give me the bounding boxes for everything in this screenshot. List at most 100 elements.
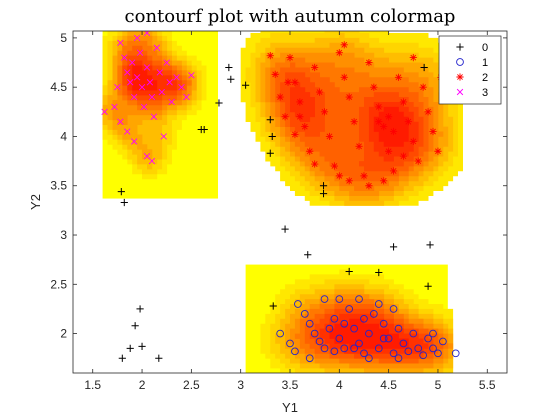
point-series-2	[301, 123, 309, 131]
point-series-1	[429, 344, 437, 353]
point-series-0	[118, 354, 126, 362]
contour-level	[373, 106, 409, 147]
point-series-1	[451, 349, 460, 358]
point-series-1	[439, 337, 447, 346]
point-series-2	[345, 177, 353, 185]
point-series-2	[370, 83, 378, 91]
x-tick-label: 2.5	[183, 378, 200, 392]
point-series-1	[276, 329, 284, 338]
point-series-2	[340, 41, 348, 49]
point-series-0	[268, 132, 276, 141]
point-series-1	[419, 351, 428, 360]
point-series-1	[399, 339, 408, 348]
point-series-3	[163, 59, 170, 66]
point-series-3	[117, 118, 124, 125]
point-series-1	[409, 329, 418, 338]
point-series-2	[306, 147, 314, 155]
y-tick-label: 3.5	[50, 179, 67, 193]
contour-fill-layer	[102, 31, 463, 373]
point-series-3	[166, 79, 173, 86]
point-series-3	[127, 79, 134, 86]
chart-title: contourf plot with autumn colormap	[125, 6, 456, 27]
point-series-3	[148, 157, 156, 165]
point-series-2	[375, 118, 383, 126]
point-series-2	[291, 78, 299, 86]
point-series-3	[146, 79, 154, 86]
point-series-3	[117, 39, 124, 47]
contour-group-2	[240, 31, 463, 206]
point-series-1	[330, 347, 339, 356]
point-series-1	[434, 349, 442, 358]
point-series-0	[138, 342, 146, 350]
point-series-0	[420, 63, 428, 72]
point-series-0	[266, 149, 274, 157]
point-series-1	[294, 300, 302, 308]
x-tick-label: 3.5	[282, 378, 299, 392]
point-series-2	[365, 182, 373, 190]
point-series-3	[168, 98, 175, 106]
point-series-1	[320, 344, 329, 353]
point-series-2	[320, 108, 329, 116]
x-tick-label: 3	[237, 378, 244, 392]
point-series-2	[404, 118, 412, 126]
point-series-1	[365, 329, 373, 338]
point-series-2	[281, 113, 289, 121]
point-series-2	[335, 49, 343, 57]
point-series-1	[305, 354, 314, 363]
point-series-2	[286, 54, 294, 62]
point-series-1	[389, 305, 398, 313]
x-axis: 1.5 2 2.5 3 3.5 4 4.5 5 5.5	[84, 31, 496, 392]
point-series-3	[148, 93, 156, 101]
point-series-3	[128, 59, 136, 66]
point-series-0	[345, 267, 353, 276]
x-tick-label: 4.5	[380, 378, 397, 392]
point-series-2	[389, 127, 398, 136]
y-tick-label: 2	[60, 327, 67, 341]
point-series-0	[225, 63, 233, 72]
point-series-2	[409, 137, 417, 145]
legend-label-3: 3	[482, 87, 488, 99]
legend: 0 1 2 3	[438, 35, 502, 105]
point-series-1	[305, 319, 314, 328]
point-series-1	[286, 339, 294, 348]
point-series-1	[389, 349, 398, 358]
point-series-2	[340, 73, 348, 81]
point-series-3	[178, 83, 185, 91]
point-series-0	[227, 75, 235, 83]
legend-label-0: 0	[482, 42, 488, 54]
point-series-3	[133, 74, 141, 81]
point-series-0	[424, 282, 432, 290]
point-series-2	[271, 70, 279, 78]
point-series-3	[111, 103, 118, 111]
point-series-2	[385, 147, 393, 155]
x-tick-label: 2	[139, 378, 146, 392]
point-series-0	[269, 302, 277, 310]
point-series-2	[419, 83, 427, 91]
point-series-1	[350, 324, 358, 333]
point-series-3	[138, 83, 146, 91]
point-series-2	[375, 103, 383, 111]
point-series-1	[394, 324, 403, 333]
point-series-2	[389, 167, 398, 175]
point-series-3	[150, 113, 158, 120]
contour-group-1	[245, 264, 454, 373]
point-series-1	[335, 295, 344, 303]
point-series-2	[385, 113, 393, 121]
point-series-3	[124, 128, 131, 135]
point-series-0	[319, 190, 328, 198]
contour-group-3	[102, 31, 218, 199]
point-series-0	[215, 99, 223, 107]
point-series-2	[335, 172, 343, 180]
point-series-3	[140, 103, 148, 111]
point-series-0	[126, 344, 134, 352]
point-series-1	[369, 310, 378, 318]
point-series-0	[266, 116, 274, 124]
point-series-0	[120, 198, 128, 207]
point-series-1	[350, 344, 358, 353]
y-tick-label: 4.5	[50, 80, 67, 94]
legend-marker-1	[456, 58, 464, 66]
point-series-2	[380, 123, 388, 131]
point-series-1	[374, 344, 383, 353]
x-tick-label: 5	[435, 378, 442, 392]
point-series-1	[345, 305, 354, 313]
